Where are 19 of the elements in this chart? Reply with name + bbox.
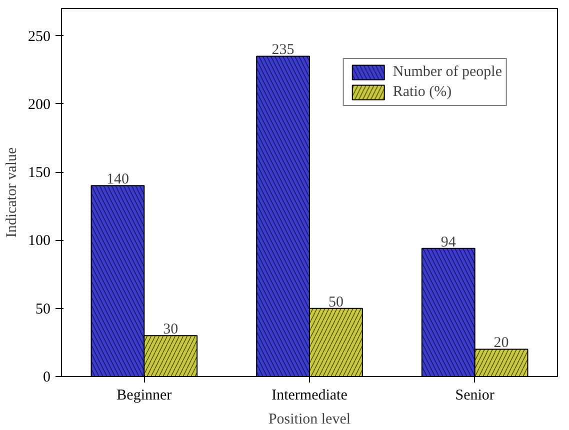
data-label: 20 <box>494 335 509 352</box>
y-tick-label: 0 <box>43 370 50 386</box>
x-tick-label: Intermediate <box>272 388 348 404</box>
y-tick-label: 50 <box>36 301 50 318</box>
y-tick-label: 200 <box>28 96 50 113</box>
legend-label: Ratio (%) <box>392 84 452 100</box>
data-label: 30 <box>163 322 178 338</box>
y-axis-title: Indicator value <box>4 146 20 238</box>
y-tick-label: 250 <box>28 28 50 45</box>
data-label: 50 <box>328 294 344 310</box>
data-label: 235 <box>272 42 294 58</box>
x-tick-label: Senior <box>455 388 494 404</box>
y-tick-label: 100 <box>28 233 50 250</box>
data-label: 94 <box>440 234 456 250</box>
data-label: 140 <box>106 172 129 188</box>
y-tick-label: 150 <box>28 165 50 182</box>
x-axis-title: Position level <box>268 412 351 428</box>
legend-label: Number of people <box>392 64 502 80</box>
x-tick-label: Beginner <box>116 388 172 404</box>
